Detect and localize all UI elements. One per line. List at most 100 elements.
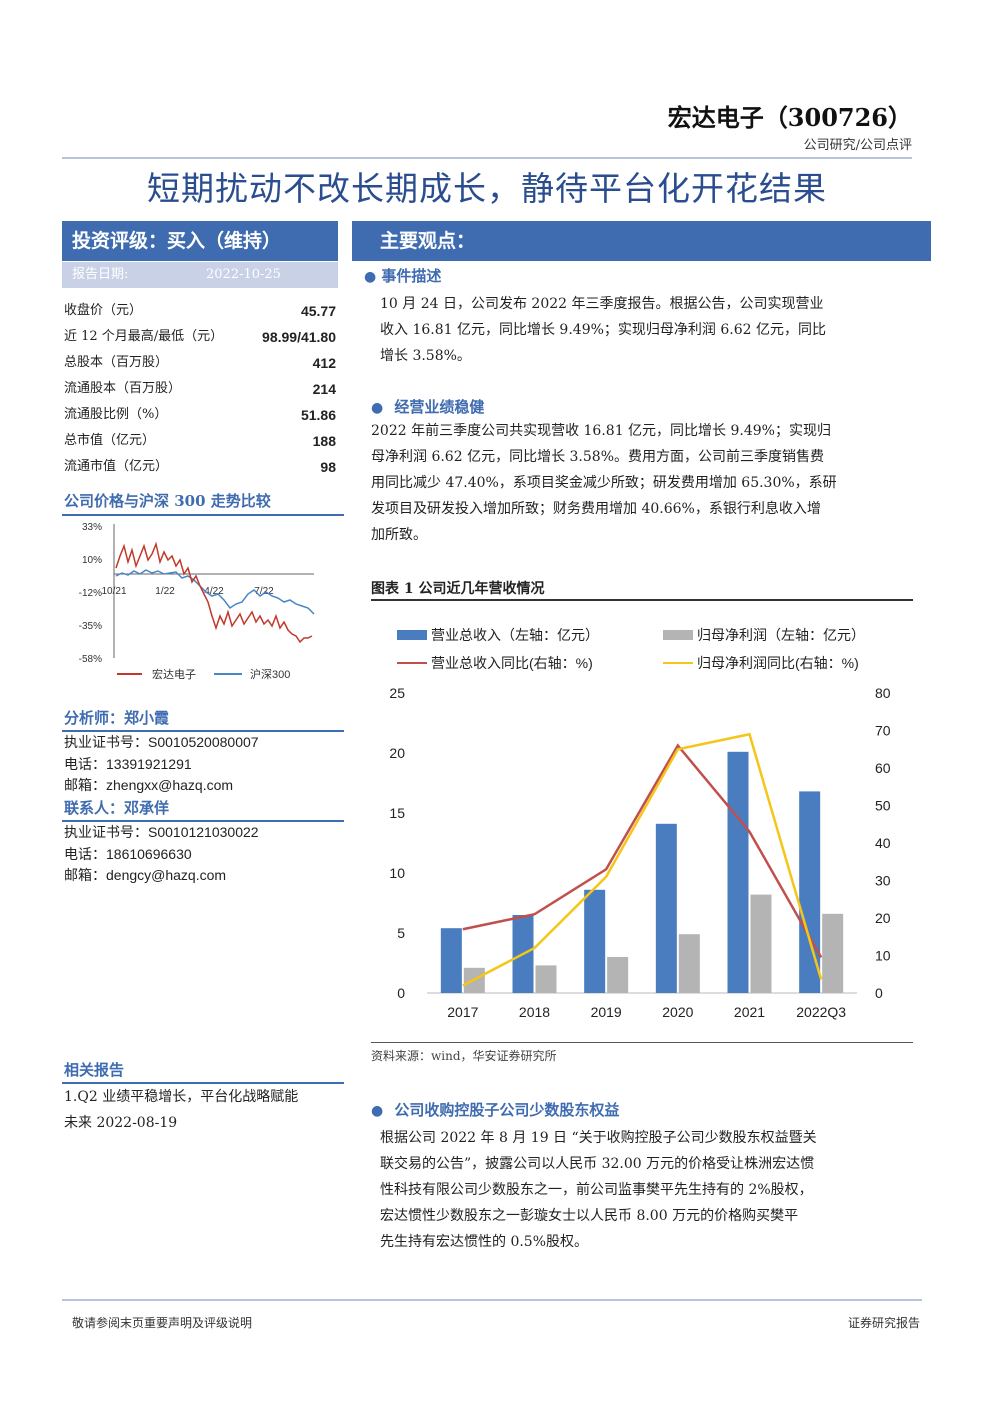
- stat-value: 98: [320, 459, 336, 475]
- para-line: 收入 16.81 亿元，同比增长 9.49%；实现归母净利润 6.62 亿元，同…: [380, 322, 826, 338]
- stat-label: 总市值（亿元）: [64, 433, 156, 448]
- stock-price-line: [115, 541, 313, 644]
- price-ytick: 10%: [82, 555, 102, 566]
- x-tick-label: 2022Q3: [796, 1004, 846, 1020]
- right-ytick-label: 60: [875, 760, 891, 776]
- ops-paragraph: 2022 年前三季度公司共实现营收 16.81 亿元，同比增长 9.49%；实现…: [371, 418, 916, 548]
- para-line: 发项目及研发投入增加所致；财务费用增加 40.66%，系银行利息收入增: [371, 501, 821, 517]
- legend-profit-label: 归母净利润（左轴：亿元）: [697, 627, 865, 643]
- x-tick-label: 2021: [734, 1004, 765, 1020]
- price-xtick: 10/21: [101, 586, 126, 597]
- stat-label: 总股本（百万股）: [64, 355, 169, 370]
- revenue-bar: [799, 791, 821, 993]
- figure-source: 资料来源：wind，华安证券研究所: [371, 1049, 557, 1063]
- stat-row: 总股本（百万股） 412: [64, 350, 336, 376]
- stat-label: 收盘价（元）: [64, 303, 143, 318]
- event-paragraph: 10 月 24 日，公司发布 2022 年三季度报告。根据公告，公司实现营业 收…: [380, 291, 916, 369]
- analyst-email[interactable]: 邮箱：zhengxx@hazq.com: [64, 777, 234, 793]
- company-title: 宏达电子（300726）: [667, 103, 912, 132]
- para-line: 10 月 24 日，公司发布 2022 年三季度报告。根据公告，公司实现营业: [380, 296, 824, 312]
- report-date: 2022-10-25: [206, 267, 281, 282]
- right-ytick-label: 70: [875, 723, 891, 739]
- report-title: 短期扰动不改长期成长，静待平台化开花结果: [147, 169, 827, 208]
- para-line: 联交易的公告”，披露公司以人民币 32.00 万元的价格受让株洲宏达惯: [380, 1156, 815, 1172]
- stat-row: 近 12 个月最高/最低（元） 98.99/41.80: [64, 324, 336, 350]
- report-category: 公司研究/公司点评: [803, 138, 912, 153]
- contact-info: 执业证书号：S0010121030022 电话：18610696630 邮箱：d…: [64, 822, 259, 887]
- contact-phone: 电话：18610696630: [64, 845, 192, 862]
- contact-cert: 执业证书号：S0010121030022: [64, 824, 259, 840]
- stat-value: 98.99/41.80: [262, 329, 336, 345]
- legend-revenue-swatch: [397, 630, 427, 640]
- para-line: 先生持有宏达惯性的 0.5%股权。: [380, 1234, 589, 1250]
- stat-row: 流通股比例（%） 51.86: [64, 402, 336, 428]
- left-ytick-label: 15: [389, 805, 405, 821]
- analyst-info: 执业证书号：S0010520080007 电话：13391921291 邮箱：z…: [64, 732, 259, 797]
- revenue-yoy-line: [462, 743, 823, 958]
- related-divider: [62, 1082, 344, 1084]
- stat-row: 流通市值（亿元） 98: [64, 454, 336, 480]
- analyst-cert: 执业证书号：S0010520080007: [64, 734, 259, 750]
- price-xtick: 7/22: [254, 586, 274, 597]
- stat-label: 流通股比例（%）: [64, 407, 168, 422]
- price-chart-heading: 公司价格与沪深 300 走势比较: [64, 492, 271, 510]
- event-heading-text: 事件描述: [381, 267, 442, 285]
- stat-row: 收盘价（元） 45.77: [64, 298, 336, 324]
- right-ytick-label: 40: [875, 835, 891, 851]
- stat-value: 214: [312, 381, 336, 397]
- para-line: 根据公司 2022 年 8 月 19 日 “关于收购控股子公司少数股东权益暨关: [380, 1130, 817, 1146]
- acq-section-heading: ● 公司收购控股子公司少数股东权益: [371, 1099, 619, 1120]
- bullet-icon: ●: [371, 1103, 384, 1119]
- figure-top-rule: [371, 599, 913, 601]
- right-ytick-label: 80: [875, 685, 891, 701]
- bullet-icon: ●: [364, 269, 377, 285]
- acq-paragraph: 根据公司 2022 年 8 月 19 日 “关于收购控股子公司少数股东权益暨关 …: [380, 1125, 916, 1255]
- price-xtick: 1/22: [155, 586, 175, 597]
- stat-value: 188: [312, 433, 336, 449]
- para-line: 母净利润 6.62 亿元，同比增长 3.58%。费用方面，公司前三季度销售费: [371, 449, 824, 465]
- x-tick-label: 2017: [447, 1004, 478, 1020]
- event-section-heading: ● 事件描述: [364, 265, 441, 286]
- contact-email[interactable]: 邮箱：dengcy@hazq.com: [64, 867, 227, 883]
- profit-bar: [678, 934, 700, 993]
- stat-label: 流通股本（百万股）: [64, 381, 182, 396]
- header-divider: [62, 157, 912, 159]
- footer-divider: [62, 1299, 922, 1301]
- footer-disclaimer[interactable]: 敬请参阅末页重要声明及评级说明: [72, 1316, 253, 1330]
- stat-value: 412: [312, 355, 336, 371]
- profit-bar: [607, 957, 629, 993]
- profit-yoy-line: [462, 732, 823, 987]
- legend-stock-label: 宏达电子: [152, 667, 196, 681]
- left-ytick-label: 0: [397, 985, 405, 1001]
- revenue-bar: [655, 823, 677, 993]
- right-ytick-label: 50: [875, 798, 891, 814]
- figure-bottom-rule: [371, 1042, 913, 1043]
- price-xtick: 4/22: [204, 586, 224, 597]
- revenue-chart: 营业总收入（左轴：亿元） 归母净利润（左轴：亿元） 营业总收入同比(右轴：%) …: [389, 627, 890, 1020]
- para-line: 用同比减少 47.40%，系项目奖金减少所致；研发费用增加 65.30%，系研: [371, 475, 837, 491]
- left-ytick-label: 10: [389, 865, 405, 881]
- index-price-line: [115, 569, 315, 615]
- right-ytick-label: 0: [875, 985, 883, 1001]
- para-line: 2022 年前三季度公司共实现营收 16.81 亿元，同比增长 9.49%；实现…: [371, 423, 831, 439]
- stat-label: 流通市值（亿元）: [64, 459, 169, 474]
- report-date-bar: 报告日期: 2022-10-25: [62, 262, 338, 288]
- related-reports-heading: 相关报告: [64, 1061, 125, 1079]
- price-chart-divider: [62, 514, 344, 516]
- related-report-item[interactable]: 1.Q2 业绩平稳增长，平台化战略赋能 未来 2022-08-19: [64, 1084, 344, 1136]
- plot-area: 0 5 10 15 20 25 0 10 20 30 40 50 60 70 80 2017 2018 2019 2…: [389, 685, 890, 1020]
- left-ytick-label: 25: [389, 685, 405, 701]
- analyst-phone: 电话：13391921291: [64, 755, 192, 772]
- profit-bar: [750, 894, 772, 993]
- legend-profit-yoy-label: 归母净利润同比(右轴：%): [697, 655, 859, 671]
- left-ytick-label: 20: [389, 745, 405, 761]
- price-ytick: -58%: [79, 654, 102, 665]
- chart-legend: 营业总收入（左轴：亿元） 归母净利润（左轴：亿元） 营业总收入同比(右轴：%) …: [397, 627, 865, 671]
- para-line: 增长 3.58%。: [380, 348, 471, 364]
- stat-value: 51.86: [300, 407, 336, 423]
- analyst-heading: 分析师：郑小霞: [64, 709, 170, 727]
- stat-label: 近 12 个月最高/最低（元）: [64, 329, 224, 344]
- ops-heading-text: 经营业绩稳健: [394, 398, 485, 416]
- profit-bar: [535, 965, 557, 993]
- legend-index-label: 沪深300: [250, 667, 290, 681]
